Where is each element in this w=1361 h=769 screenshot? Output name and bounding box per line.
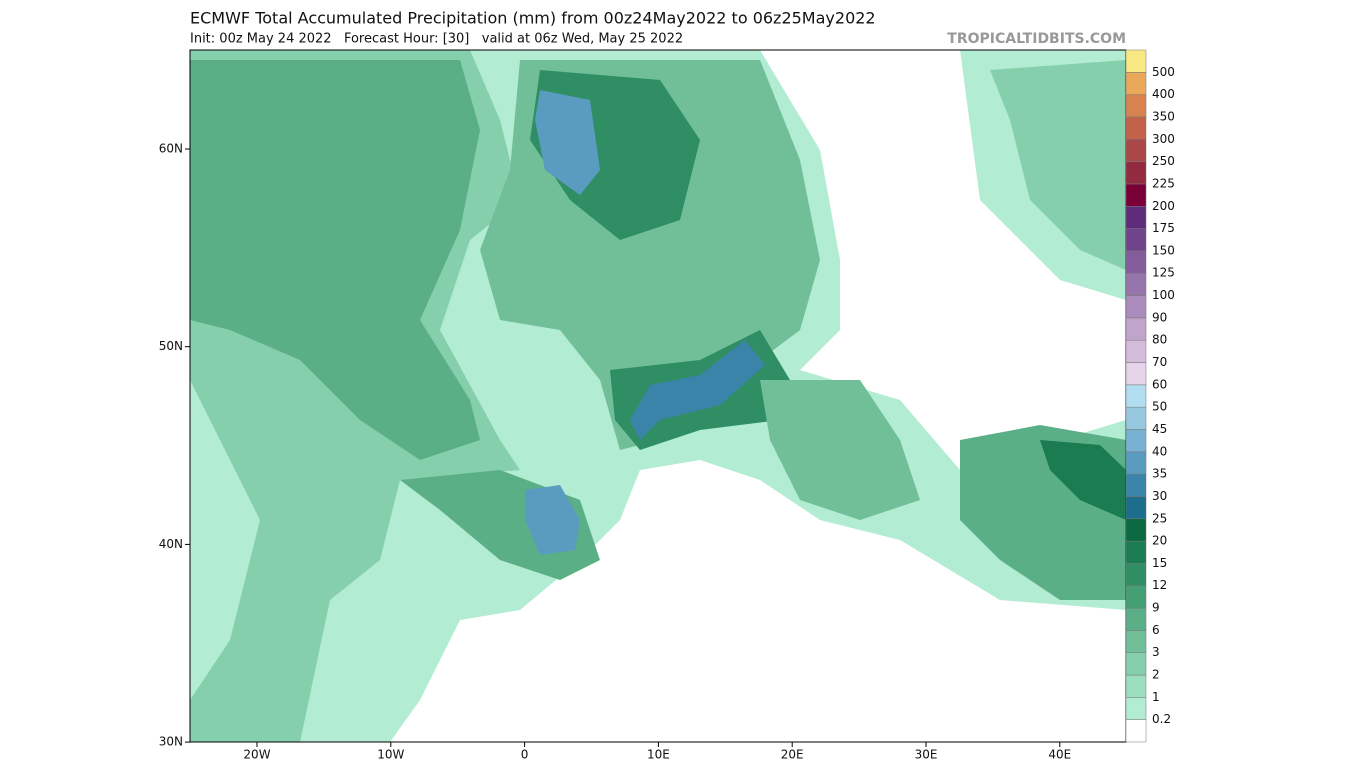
colorbar-label: 0.2 [1152,712,1171,726]
colorbar-label: 50 [1152,400,1167,414]
colorbar-segment [1125,607,1147,631]
colorbar-label: 250 [1152,154,1175,168]
colorbar-segment [1125,206,1147,229]
precip-area [525,485,580,555]
colorbar-label: 175 [1152,221,1175,235]
colorbar-label: 225 [1152,176,1175,190]
colorbar-segment [1125,496,1147,520]
lat-label: 40N [159,537,183,551]
precip-area [630,340,765,440]
colorbar-label: 70 [1152,355,1167,369]
colorbar-label: 2 [1152,668,1160,682]
colorbar-label: 40 [1152,444,1167,458]
colorbar-segment [1125,719,1147,743]
colorbar-label: 9 [1152,601,1160,615]
lat-label: 60N [159,142,183,156]
colorbar-label: 150 [1152,243,1175,257]
colorbar-segment [1125,697,1147,720]
colorbar-segment [1125,72,1147,95]
colorbar-label: 400 [1152,87,1175,101]
colorbar-label: 25 [1152,511,1167,525]
colorbar-segment [1125,429,1147,453]
colorbar-segment [1125,139,1147,162]
colorbar-segment [1125,652,1147,676]
colorbar-label: 100 [1152,288,1175,302]
lon-label: 0 [521,748,529,762]
precip-area [190,60,480,460]
colorbar-label: 200 [1152,199,1175,213]
colorbar-segment [1125,630,1147,653]
lon-label: 30E [915,748,938,762]
lon-label: 20W [243,748,270,762]
precip-area [1040,440,1126,520]
colorbar-segment [1125,451,1147,475]
colorbar-label: 30 [1152,489,1167,503]
colorbar-segment [1125,384,1147,408]
colorbar-segment [1125,295,1147,319]
colorbar-segment [1125,406,1147,430]
subtitle: Init: 00z May 24 2022 Forecast Hour: [30… [190,32,683,47]
map-area [189,49,1127,743]
colorbar-segment [1125,362,1147,386]
colorbar-label: 1 [1152,690,1160,704]
colorbar-segment [1125,317,1147,341]
colorbar-segment [1125,94,1147,118]
colorbar-segment [1125,540,1147,564]
colorbar-label: 300 [1152,132,1175,146]
colorbar-label: 90 [1152,310,1167,324]
colorbar-label: 3 [1152,645,1160,659]
colorbar-segment [1125,674,1147,698]
colorbar-label: 20 [1152,534,1167,548]
colorbar-segment [1125,183,1147,207]
colorbar-segment [1125,250,1147,274]
colorbar-label: 6 [1152,623,1160,637]
colorbar-segment [1125,161,1147,185]
lat-label: 50N [159,339,183,353]
precip-area [535,90,600,195]
title: ECMWF Total Accumulated Precipitation (m… [190,9,876,28]
colorbar-label: 15 [1152,556,1167,570]
lon-label: 40E [1048,748,1071,762]
precip-field [190,50,1126,742]
colorbar: 0.21236912152025303540455060708090100125… [1125,49,1175,743]
colorbar-label: 60 [1152,377,1167,391]
colorbar-segment [1125,563,1147,586]
colorbar-label: 45 [1152,422,1167,436]
colorbar-segment [1125,116,1147,140]
colorbar-segment [1125,339,1147,363]
lon-label: 10E [647,748,670,762]
colorbar-segment [1125,272,1147,296]
colorbar-label: 350 [1152,109,1175,123]
lon-label: 10W [377,748,404,762]
precip-area [760,380,920,520]
site-label: TROPICALTIDBITS.COM [947,31,1126,47]
colorbar-segment [1125,473,1147,497]
colorbar-label: 80 [1152,333,1167,347]
colorbar-label: 125 [1152,266,1175,280]
colorbar-label: 12 [1152,578,1167,592]
colorbar-segment [1125,585,1147,609]
precip-area [990,60,1126,270]
colorbar-label: 500 [1152,65,1175,79]
lon-label: 20E [781,748,804,762]
lat-label: 30N [159,735,183,749]
colorbar-segment [1125,49,1147,73]
colorbar-label: 35 [1152,467,1167,481]
colorbar-segment [1125,518,1147,542]
colorbar-segment [1125,228,1147,252]
map-axes: 60N 50N 40N 30N 20W 10W 0 10E 20E 30E 40E [159,142,1071,762]
